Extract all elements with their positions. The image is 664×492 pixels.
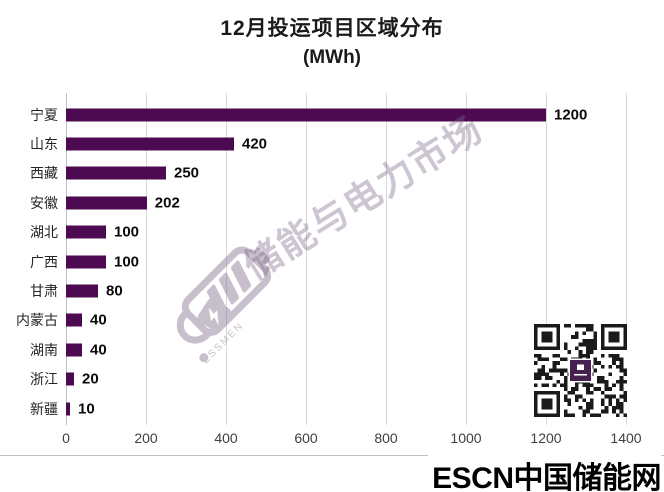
category-label: 宁夏 xyxy=(30,106,58,123)
bar-row: 西藏 250 xyxy=(0,159,664,188)
bar-value-label: 80 xyxy=(106,282,123,300)
gridline xyxy=(626,93,627,425)
x-tick-label: 1000 xyxy=(450,430,482,446)
x-tick-label: 400 xyxy=(214,430,238,446)
bar xyxy=(66,137,234,151)
bar-row: 宁夏 1200 xyxy=(0,100,664,129)
category-label: 内蒙古 xyxy=(16,312,58,329)
bar-row: 浙江 20 xyxy=(0,365,664,394)
bar-value-label: 250 xyxy=(174,164,200,182)
x-tick-label: 200 xyxy=(134,430,158,446)
category-label: 湖南 xyxy=(30,341,58,358)
bar xyxy=(66,402,70,416)
category-label: 西藏 xyxy=(30,165,58,182)
x-tick-label: 1400 xyxy=(610,430,642,446)
bar-row: 山东 420 xyxy=(0,129,664,158)
gridline xyxy=(386,93,387,425)
bar-row: 广西 100 xyxy=(0,247,664,276)
x-tick-label: 1200 xyxy=(530,430,562,446)
qr-code xyxy=(534,324,627,417)
chart-title-block: 12月投运项目区域分布 (MWh) xyxy=(0,12,664,69)
bar-row: 湖南 40 xyxy=(0,335,664,364)
gridline xyxy=(466,93,467,425)
bar xyxy=(66,284,98,298)
bar-row: 内蒙古 40 xyxy=(0,306,664,335)
category-label: 浙江 xyxy=(30,371,58,388)
category-label: 山东 xyxy=(30,136,58,153)
bar xyxy=(66,196,147,210)
bar-value-label: 202 xyxy=(154,194,180,212)
bar-value-label: 40 xyxy=(90,311,107,329)
bar-row: 安徽 202 xyxy=(0,188,664,217)
category-label: 湖北 xyxy=(30,224,58,241)
bar xyxy=(66,108,546,122)
bar-row: 甘肃 80 xyxy=(0,276,664,305)
gridline xyxy=(226,93,227,425)
x-tick-label: 0 xyxy=(62,430,70,446)
bar-value-label: 100 xyxy=(114,223,140,241)
chart-title: 12月投运项目区域分布 xyxy=(220,17,444,40)
bar xyxy=(66,225,106,239)
bar xyxy=(66,313,82,327)
bar-row: 新疆 10 xyxy=(0,394,664,423)
bar-value-label: 420 xyxy=(242,135,268,153)
gridline xyxy=(546,93,547,425)
x-tick-label: 800 xyxy=(374,430,398,446)
bar xyxy=(66,166,166,180)
gridline xyxy=(146,93,147,425)
bar-value-label: 20 xyxy=(82,370,99,388)
gridline xyxy=(306,93,307,425)
bar-value-label: 10 xyxy=(78,400,95,418)
bar-value-label: 1200 xyxy=(554,106,588,124)
category-label: 安徽 xyxy=(30,194,58,211)
footer-divider xyxy=(0,455,664,456)
bar-row: 湖北 100 xyxy=(0,218,664,247)
x-tick-label: 600 xyxy=(294,430,318,446)
bar xyxy=(66,372,74,386)
category-label: 新疆 xyxy=(30,400,58,417)
category-label: 甘肃 xyxy=(30,283,58,300)
category-label: 广西 xyxy=(30,253,58,270)
bar-value-label: 40 xyxy=(90,341,107,359)
bar-value-label: 100 xyxy=(114,253,140,271)
bar xyxy=(66,343,82,357)
brand-logo: ESCN中国储能网 xyxy=(428,453,661,492)
chart-unit-subtitle: (MWh) xyxy=(302,47,362,68)
bar xyxy=(66,255,106,269)
